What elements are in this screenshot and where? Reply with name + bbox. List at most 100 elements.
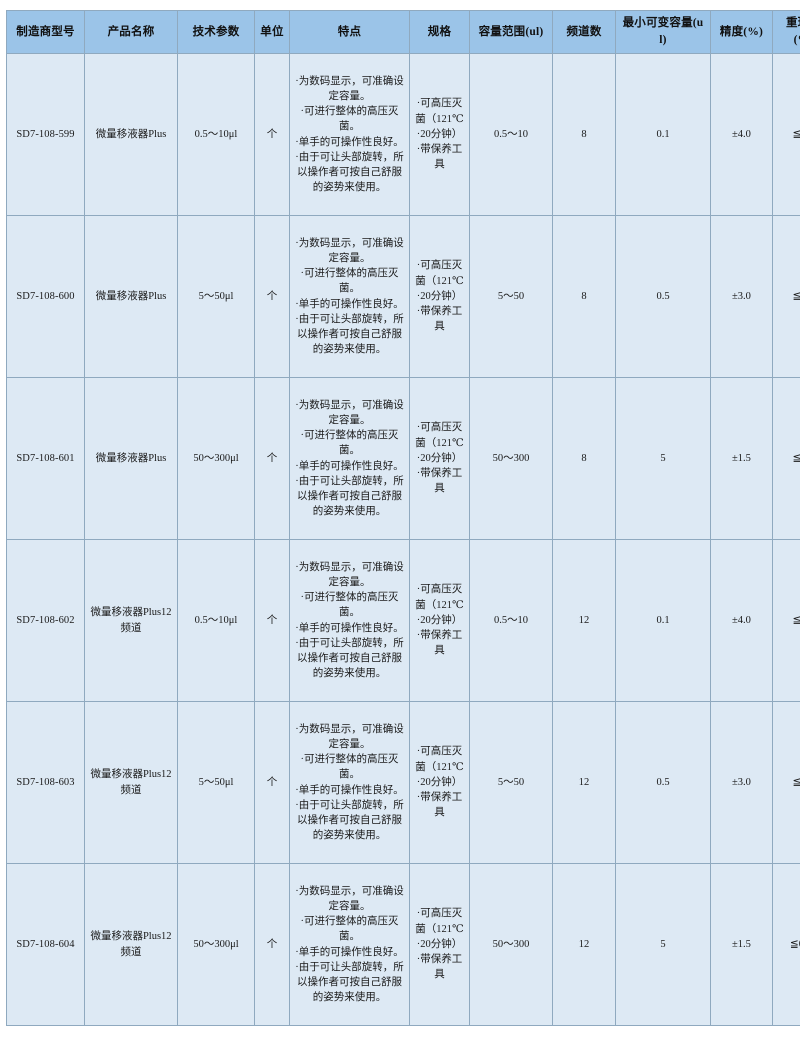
table-row: SD7-108-601 微量移液器Plus 50～300μl 个 ·为数码显示，可准确设… <box>6 377 800 540</box>
cell-unit: 个 <box>254 377 290 540</box>
feature-line: ·由于可让头部旋转，所以操作者可按自己舒服的姿势来使用。 <box>295 961 404 1004</box>
column-header-unit: 单位 <box>254 10 290 54</box>
column-header-repeat: 重现性(%) <box>772 10 800 54</box>
cell-name: 微量移液器Plus12频道 <box>84 539 178 702</box>
spec-line: ·可高压灭菌（121℃·20分钟） <box>415 908 464 950</box>
cell-unit: 个 <box>254 53 290 216</box>
cell-accuracy: ±3.0 <box>710 215 773 378</box>
column-header-param: 技术参数 <box>177 10 255 54</box>
table-row: SD7-108-603 微量移液器Plus12频道 5～50μl 个 ·为数码显示，可准… <box>6 701 800 864</box>
cell-unit: 个 <box>254 215 290 378</box>
feature-line: ·单手的可操作性良好。 <box>295 298 404 310</box>
cell-repeat: ≦4.0 <box>772 539 800 702</box>
cell-name: 微量移液器Plus12频道 <box>84 863 178 1026</box>
cell-range: 0.5～10 <box>469 53 553 216</box>
column-header-spec: 规格 <box>409 10 470 54</box>
feature-line: ·为数码显示，可准确设定容量。 <box>295 75 404 102</box>
table-body: SD7-108-599 微量移液器Plus 0.5～10μl 个 ·为数码显示，可准确设… <box>6 53 800 1026</box>
table-header-row: 制造商型号 产品名称 技术参数 单位 特点 规格 容量范围(ul) 频道数 最小可变容量(ul)… <box>6 10 800 54</box>
feature-line: ·为数码显示，可准确设定容量。 <box>295 561 404 588</box>
feature-line: ·由于可让头部旋转，所以操作者可按自己舒服的姿势来使用。 <box>295 475 404 518</box>
spec-line: ·带保养工具 <box>416 144 463 171</box>
cell-repeat: ≦2.0 <box>772 701 800 864</box>
spec-line: ·带保养工具 <box>416 306 463 333</box>
cell-name: 微量移液器Plus <box>84 215 178 378</box>
table-row: SD7-108-599 微量移液器Plus 0.5～10μl 个 ·为数码显示，可准确设… <box>6 53 800 216</box>
cell-spec: ·可高压灭菌（121℃·20分钟） ·带保养工具 <box>409 53 470 216</box>
spec-line: ·带保养工具 <box>416 792 463 819</box>
cell-accuracy: ±1.5 <box>710 377 773 540</box>
cell-param: 5～50μl <box>177 701 255 864</box>
cell-accuracy: ±4.0 <box>710 53 773 216</box>
cell-param: 0.5～10μl <box>177 53 255 216</box>
cell-minvol: 5 <box>615 863 711 1026</box>
feature-line: ·为数码显示，可准确设定容量。 <box>295 237 404 264</box>
feature-line: ·为数码显示，可准确设定容量。 <box>295 399 404 426</box>
cell-param: 0.5～10μl <box>177 539 255 702</box>
cell-range: 5～50 <box>469 701 553 864</box>
cell-spec: ·可高压灭菌（121℃·20分钟） ·带保养工具 <box>409 863 470 1026</box>
table-row: SD7-108-602 微量移液器Plus12频道 0.5～10μl 个 ·为数码显示，… <box>6 539 800 702</box>
table-row: SD7-108-600 微量移液器Plus 5～50μl 个 ·为数码显示，可准确设定容… <box>6 215 800 378</box>
cell-model: SD7-108-600 <box>6 215 85 378</box>
table-row: SD7-108-604 微量移液器Plus12频道 50～300μl 个 ·为数码显示，… <box>6 863 800 1026</box>
cell-repeat: ≦0.87 <box>772 863 800 1026</box>
cell-minvol: 0.5 <box>615 701 711 864</box>
cell-channel: 12 <box>552 539 616 702</box>
feature-line: ·可进行整体的高压灭菌。 <box>300 268 399 295</box>
cell-model: SD7-108-602 <box>6 539 85 702</box>
cell-feature: ·为数码显示，可准确设定容量。 ·可进行整体的高压灭菌。 ·单手的可操作性良好。 ·由… <box>289 539 410 702</box>
feature-line: ·为数码显示，可准确设定容量。 <box>295 885 404 912</box>
column-header-model: 制造商型号 <box>6 10 85 54</box>
feature-line: ·由于可让头部旋转，所以操作者可按自己舒服的姿势来使用。 <box>295 313 404 356</box>
cell-feature: ·为数码显示，可准确设定容量。 ·可进行整体的高压灭菌。 ·单手的可操作性良好。 ·由… <box>289 863 410 1026</box>
cell-minvol: 0.1 <box>615 539 711 702</box>
cell-range: 5～50 <box>469 215 553 378</box>
cell-channel: 8 <box>552 53 616 216</box>
spec-line: ·可高压灭菌（121℃·20分钟） <box>415 98 464 140</box>
cell-channel: 12 <box>552 863 616 1026</box>
feature-line: ·单手的可操作性良好。 <box>295 784 404 796</box>
column-header-accuracy: 精度(%) <box>710 10 773 54</box>
feature-line: ·由于可让头部旋转，所以操作者可按自己舒服的姿势来使用。 <box>295 799 404 842</box>
cell-range: 50～300 <box>469 377 553 540</box>
table-header: 制造商型号 产品名称 技术参数 单位 特点 规格 容量范围(ul) 频道数 最小可变容量(ul)… <box>6 10 800 54</box>
spec-line: ·带保养工具 <box>416 468 463 495</box>
feature-line: ·为数码显示，可准确设定容量。 <box>295 723 404 750</box>
cell-model: SD7-108-603 <box>6 701 85 864</box>
feature-line: ·单手的可操作性良好。 <box>295 946 404 958</box>
column-header-feature: 特点 <box>289 10 410 54</box>
cell-model: SD7-108-604 <box>6 863 85 1026</box>
cell-accuracy: ±4.0 <box>710 539 773 702</box>
column-header-name: 产品名称 <box>84 10 178 54</box>
column-header-channel: 频道数 <box>552 10 616 54</box>
cell-model: SD7-108-599 <box>6 53 85 216</box>
spec-line: ·可高压灭菌（121℃·20分钟） <box>415 584 464 626</box>
cell-accuracy: ±3.0 <box>710 701 773 864</box>
product-spec-table: 制造商型号 产品名称 技术参数 单位 特点 规格 容量范围(ul) 频道数 最小可变容量(ul)… <box>6 10 800 1026</box>
cell-range: 50～300 <box>469 863 553 1026</box>
cell-repeat: ≦0.8 <box>772 377 800 540</box>
cell-repeat: ≦2.0 <box>772 215 800 378</box>
feature-line: ·由于可让头部旋转，所以操作者可按自己舒服的姿势来使用。 <box>295 151 404 194</box>
feature-line: ·可进行整体的高压灭菌。 <box>300 430 399 457</box>
feature-line: ·单手的可操作性良好。 <box>295 460 404 472</box>
spec-line: ·可高压灭菌（121℃·20分钟） <box>415 422 464 464</box>
feature-line: ·可进行整体的高压灭菌。 <box>300 754 399 781</box>
cell-name: 微量移液器Plus <box>84 377 178 540</box>
spec-line: ·可高压灭菌（121℃·20分钟） <box>415 746 464 788</box>
cell-unit: 个 <box>254 701 290 864</box>
feature-line: ·可进行整体的高压灭菌。 <box>300 106 399 133</box>
cell-range: 0.5～10 <box>469 539 553 702</box>
cell-minvol: 0.5 <box>615 215 711 378</box>
cell-spec: ·可高压灭菌（121℃·20分钟） ·带保养工具 <box>409 377 470 540</box>
column-header-range: 容量范围(ul) <box>469 10 553 54</box>
cell-minvol: 5 <box>615 377 711 540</box>
cell-minvol: 0.1 <box>615 53 711 216</box>
cell-name: 微量移液器Plus12频道 <box>84 701 178 864</box>
cell-unit: 个 <box>254 863 290 1026</box>
cell-feature: ·为数码显示，可准确设定容量。 ·可进行整体的高压灭菌。 ·单手的可操作性良好。 ·由… <box>289 53 410 216</box>
spec-line: ·带保养工具 <box>416 954 463 981</box>
cell-channel: 12 <box>552 701 616 864</box>
